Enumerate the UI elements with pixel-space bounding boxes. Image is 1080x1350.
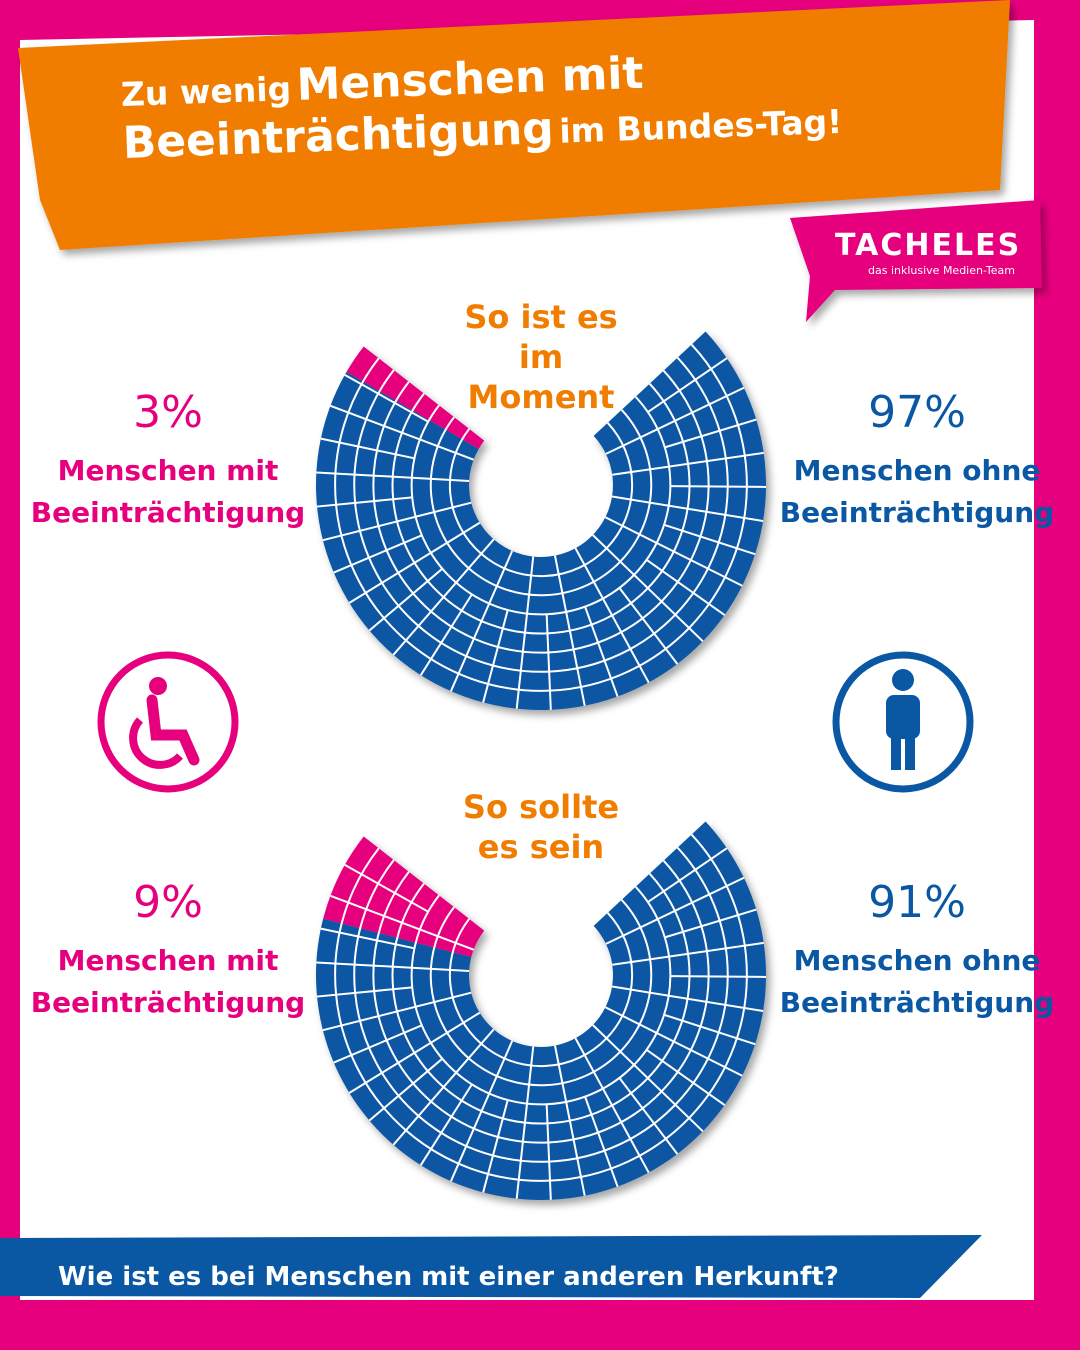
- spoke-line: [574, 1037, 650, 1174]
- header-banner: [18, 0, 1010, 250]
- spoke-line: [647, 847, 728, 903]
- spoke-line: [316, 986, 413, 998]
- spoke-line: [322, 501, 472, 542]
- footer-text: Wie ist es bei Menschen mit einer andere…: [58, 1262, 839, 1292]
- spoke-line: [368, 567, 443, 632]
- spoke-line: [392, 538, 495, 656]
- spoke-line: [612, 941, 764, 966]
- value-label: 9%: [133, 877, 203, 928]
- spoke-line: [333, 1024, 423, 1064]
- spoke-line: [316, 471, 470, 482]
- spoke-line: [368, 1057, 443, 1122]
- spoke-line: [545, 614, 552, 710]
- spoke-line: [392, 1028, 495, 1146]
- spoke-line: [450, 550, 514, 692]
- ring-line: [410, 886, 672, 1106]
- category-label: Menschen mit Beeinträchtigung: [30, 454, 306, 529]
- value-label: 97%: [868, 387, 966, 438]
- spoke-line: [482, 609, 509, 703]
- spoke-line: [545, 1104, 552, 1200]
- footer-banner: [0, 1235, 982, 1298]
- spoke-line: [348, 1011, 481, 1094]
- spoke-line: [592, 534, 704, 643]
- spoke-line: [330, 894, 474, 951]
- logo-name: TACHELES: [835, 228, 1022, 263]
- spoke-line: [322, 991, 472, 1032]
- spoke-line: [333, 534, 423, 574]
- value-label: 91%: [868, 877, 966, 928]
- spoke-line: [605, 876, 745, 945]
- spoke-line: [670, 485, 767, 488]
- spoke-line: [554, 555, 586, 706]
- spoke-line: [316, 961, 470, 972]
- person-icon: [832, 651, 974, 793]
- ring-line: [429, 899, 653, 1087]
- ring-line: [448, 422, 634, 578]
- spoke-line: [584, 606, 619, 697]
- spoke-line: [663, 1013, 756, 1046]
- spoke-line: [670, 975, 767, 978]
- spoke-line: [316, 496, 413, 508]
- spoke-line: [515, 1046, 535, 1199]
- spoke-line: [320, 437, 415, 460]
- wheelchair-icon: [97, 651, 239, 793]
- spoke-line: [612, 451, 764, 476]
- ring-line: [448, 912, 634, 1068]
- title-part: Zu wenig: [120, 69, 292, 114]
- spoke-line: [482, 1099, 509, 1193]
- category-label: Menschen mit Beeinträchtigung: [30, 944, 306, 1019]
- seat-group: [323, 836, 485, 957]
- spoke-line: [515, 556, 535, 709]
- spoke-line: [604, 516, 743, 587]
- spoke-line: [344, 374, 429, 423]
- spoke-line: [611, 985, 764, 1012]
- spoke-line: [450, 1040, 514, 1182]
- spoke-line: [646, 1048, 726, 1106]
- spoke-line: [419, 1083, 473, 1166]
- spoke-line: [611, 495, 764, 522]
- ring-line: [410, 396, 672, 616]
- chart-title: So sollte es sein: [462, 788, 620, 866]
- spoke-line: [664, 908, 757, 939]
- spoke-line: [604, 1006, 743, 1077]
- spoke-line: [618, 1077, 679, 1155]
- chart-title: So ist es im Moment: [464, 298, 618, 416]
- seat-grid: [316, 343, 767, 710]
- spoke-line: [320, 927, 415, 950]
- logo-badge: [790, 200, 1042, 322]
- spoke-line: [646, 558, 726, 616]
- category-label: Menschen ohne Beeinträchtigung: [779, 944, 1055, 1019]
- value-label: 3%: [133, 387, 203, 438]
- logo-tagline: das inklusive Medien-Team: [868, 264, 1016, 277]
- spoke-line: [605, 386, 745, 455]
- spoke-line: [330, 404, 474, 461]
- spoke-line: [664, 418, 757, 449]
- title-part: im Bundes-Tag!: [558, 101, 843, 151]
- spoke-line: [419, 593, 473, 676]
- ring-line: [429, 409, 653, 597]
- spoke-line: [584, 1096, 619, 1187]
- title-part: Menschen mit: [295, 47, 645, 111]
- spoke-line: [618, 587, 679, 665]
- spoke-line: [592, 1024, 704, 1133]
- spoke-line: [574, 547, 650, 684]
- spoke-line: [647, 357, 728, 413]
- category-label: Menschen ohne Beeinträchtigung: [779, 454, 1055, 529]
- spoke-line: [348, 521, 481, 604]
- spoke-line: [554, 1045, 586, 1196]
- spoke-line: [663, 523, 756, 556]
- seat-grid: [316, 833, 767, 1200]
- spoke-line: [344, 864, 429, 913]
